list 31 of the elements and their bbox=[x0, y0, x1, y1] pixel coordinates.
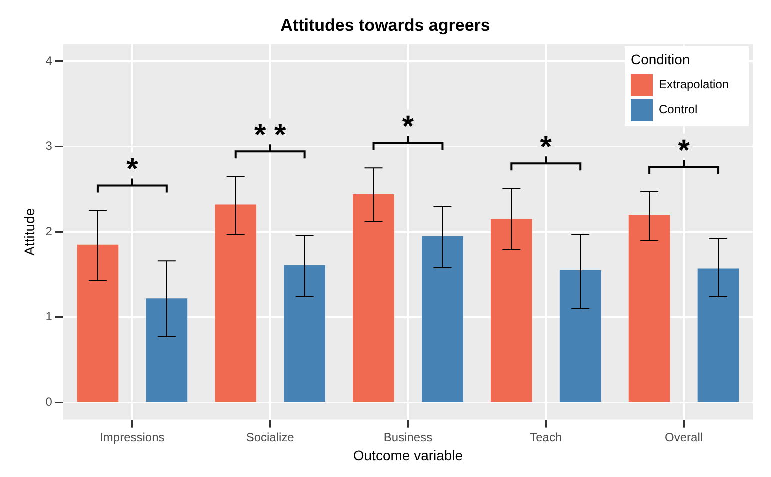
y-tick-label: 1 bbox=[46, 310, 53, 324]
annotation: * * bbox=[254, 118, 286, 152]
annotation: * bbox=[126, 153, 139, 186]
annotation: * bbox=[540, 130, 552, 164]
bar bbox=[422, 236, 464, 402]
y-tick-label: 0 bbox=[46, 395, 53, 410]
bar bbox=[284, 265, 326, 402]
bar bbox=[560, 270, 602, 402]
legend-label: Extrapolation bbox=[659, 78, 730, 92]
x-tick-label: Impressions bbox=[100, 430, 165, 444]
bar bbox=[353, 194, 394, 402]
bar bbox=[628, 215, 670, 402]
y-tick-label: 2 bbox=[46, 224, 53, 238]
x-axis-title: Outcome variable bbox=[353, 447, 464, 464]
y-tick-label: 3 bbox=[46, 139, 53, 154]
chart-title: Attitudes towards agreers bbox=[280, 16, 490, 35]
y-tick-label: 4 bbox=[46, 54, 53, 68]
bar bbox=[698, 268, 740, 402]
bar bbox=[146, 298, 188, 402]
bar bbox=[490, 219, 532, 402]
x-tick-label: Business bbox=[384, 430, 433, 444]
x-tick-label: Teach bbox=[530, 430, 562, 444]
y-axis-title: Attitude bbox=[21, 208, 38, 256]
bar bbox=[215, 204, 257, 402]
annotation: * bbox=[402, 110, 414, 144]
x-tick-label: Overall bbox=[665, 430, 704, 444]
legend-label: Control bbox=[659, 102, 698, 117]
x-tick-label: Socialize bbox=[246, 430, 295, 444]
legend-title: Condition bbox=[631, 51, 690, 68]
bar bbox=[77, 244, 119, 402]
annotation: * bbox=[678, 134, 690, 168]
